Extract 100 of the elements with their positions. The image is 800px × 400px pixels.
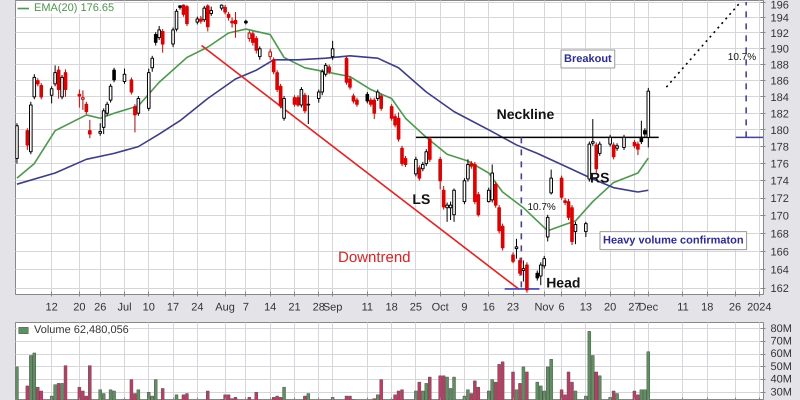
candlestick (202, 5, 206, 23)
x-tick-label: Jul (117, 302, 132, 314)
annotation: 10.7% (527, 202, 556, 214)
y-tick-label: 30M (770, 386, 792, 398)
candlestick (355, 97, 359, 108)
x-tick-label: 14 (264, 302, 276, 314)
y-tick-label: 40M (770, 374, 792, 386)
x-tick-label: 20 (73, 302, 86, 314)
x-tick-label: 26 (728, 302, 742, 314)
candlestick (574, 221, 578, 245)
x-tick-label: Dec (638, 302, 659, 314)
annotation: Breakout (564, 53, 612, 66)
annotation: Downtrend (338, 249, 411, 266)
candlestick (88, 119, 92, 139)
candlestick (209, 6, 214, 16)
candlestick (53, 64, 57, 87)
candlestick (292, 94, 296, 108)
annotation: Heavy volume confirmaton (603, 234, 744, 247)
x-tick-label: 9 (461, 302, 468, 314)
y-tick-label: 162 (770, 283, 789, 295)
annotation: Head (546, 274, 580, 290)
candlestick (445, 202, 449, 222)
y-tick-label: 190 (770, 44, 789, 56)
x-tick-label: 28 (312, 302, 325, 314)
candlestick (352, 93, 356, 104)
candlestick (136, 96, 140, 116)
candlestick (133, 104, 137, 133)
candlestick (300, 86, 304, 108)
candlestick (396, 112, 400, 142)
candlestick (160, 28, 164, 54)
x-tick-label: Aug (215, 302, 235, 314)
annotation: 10.7% (728, 52, 756, 63)
y-tick-label: 70M (770, 336, 792, 348)
candlestick (296, 94, 300, 108)
candlestick (248, 30, 252, 42)
x-tick-label: 11 (362, 302, 374, 314)
y-tick-label: 166 (770, 246, 789, 258)
y-tick-label: 180 (770, 124, 789, 137)
candlestick (64, 68, 68, 98)
x-tick-label: Nov (534, 302, 555, 314)
candlestick (518, 257, 522, 277)
x-tick-label: 25 (410, 302, 422, 314)
candlestick (428, 136, 432, 162)
candlestick (303, 92, 307, 114)
x-tick-label: 11 (677, 302, 689, 314)
candlestick (379, 93, 383, 112)
x-tick-label: Oct (432, 302, 449, 314)
candlestick (612, 142, 616, 160)
candlestick (108, 83, 112, 104)
candlestick (234, 12, 238, 38)
candlestick (112, 67, 116, 83)
candlestick (56, 66, 60, 99)
candlestick (372, 97, 376, 120)
y-tick-label: 60M (770, 348, 792, 360)
y-tick-label: 192 (770, 28, 789, 40)
candlestick (50, 86, 54, 104)
candlestick (514, 238, 518, 260)
x-tick-label: 27 (628, 302, 641, 314)
x-tick-label: 24 (191, 302, 204, 314)
candlestick (442, 185, 446, 210)
x-tick-label: 18 (385, 302, 398, 314)
x-tick-label: Sep (322, 302, 342, 314)
legend-label: Volume 62,480,056 (34, 324, 129, 336)
candlestick (438, 156, 442, 190)
candlestick (122, 68, 126, 84)
y-tick-label: 164 (770, 264, 789, 277)
x-tick-label: 2024 (747, 302, 772, 314)
candlestick (549, 169, 553, 196)
y-tick-label: 176 (770, 158, 789, 171)
candlestick (26, 128, 30, 150)
candlestick (400, 145, 404, 167)
candlestick (32, 74, 36, 100)
annotation: RS (590, 169, 610, 186)
y-tick-label: 188 (770, 60, 789, 72)
y-tick-label: 182 (770, 108, 789, 120)
candlestick (594, 142, 598, 174)
y-tick-label: 80M (770, 322, 792, 335)
x-tick-label: 13 (580, 302, 592, 314)
candlestick (522, 260, 526, 282)
candlestick (584, 221, 588, 238)
candlestick (78, 89, 82, 108)
candlestick (366, 91, 370, 104)
candlestick (60, 74, 64, 100)
candlestick (560, 175, 564, 200)
candlestick (81, 90, 85, 110)
y-tick-label: 172 (770, 193, 789, 206)
y-tick-label: 178 (770, 142, 789, 154)
candlestick (306, 94, 310, 125)
x-tick-label: 16 (482, 302, 495, 314)
candlestick (414, 156, 418, 177)
y-tick-label: 168 (770, 228, 789, 240)
candlestick (636, 141, 640, 156)
y-tick-label: 184 (770, 92, 789, 104)
candlestick (206, 4, 210, 32)
candlestick (282, 96, 286, 122)
x-tick-label: 21 (288, 302, 301, 314)
candlestick (511, 252, 515, 264)
annotation: Neckline (496, 106, 554, 122)
candlestick (418, 164, 422, 182)
candlestick (130, 76, 134, 95)
